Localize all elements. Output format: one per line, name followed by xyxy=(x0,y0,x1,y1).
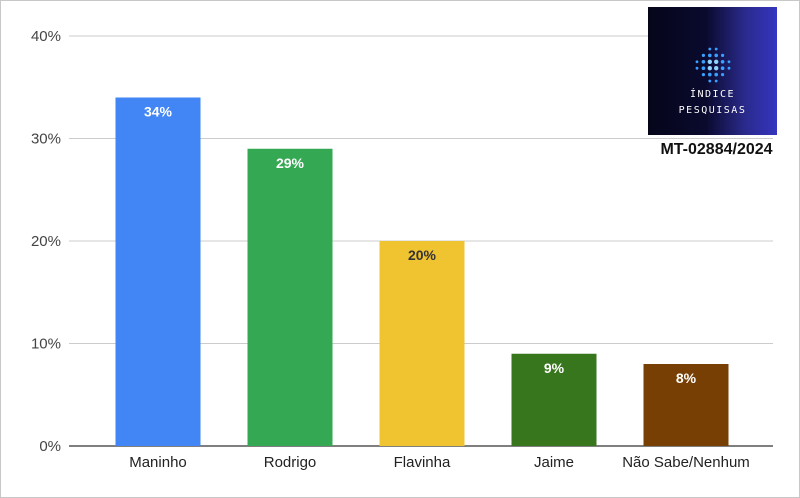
globe-dot xyxy=(721,53,725,57)
bar xyxy=(247,148,333,446)
globe-dot xyxy=(727,66,731,70)
y-tick-label: 0% xyxy=(39,438,61,455)
bar xyxy=(115,97,201,446)
globe-dot xyxy=(720,59,725,64)
y-tick-label: 40% xyxy=(31,28,61,45)
data-label: 8% xyxy=(676,370,697,386)
globe-dot xyxy=(707,66,712,71)
bar xyxy=(511,353,597,446)
globe-dot xyxy=(714,72,719,77)
x-tick-label: Flavinha xyxy=(394,454,451,471)
indice-pesquisas-logo: ÍNDICE PESQUISAS xyxy=(648,7,777,135)
data-label: 9% xyxy=(544,360,565,376)
globe-dot xyxy=(701,59,706,64)
globe-dot xyxy=(707,53,712,58)
globe-dot xyxy=(714,47,718,51)
globe-dot xyxy=(714,59,719,64)
data-label: 29% xyxy=(276,155,305,171)
globe-dot xyxy=(720,66,725,71)
y-tick-label: 30% xyxy=(31,131,61,148)
globe-dot xyxy=(701,73,705,77)
x-tick-label: Jaime xyxy=(534,454,574,471)
globe-dot xyxy=(714,53,719,58)
globe-dot xyxy=(727,60,731,64)
globe-dots-icon xyxy=(695,47,731,83)
x-tick-label: Rodrigo xyxy=(264,454,317,471)
bar xyxy=(643,364,729,446)
globe-dot xyxy=(708,79,712,83)
globe-dot xyxy=(707,72,712,77)
x-tick-label: Maninho xyxy=(129,454,187,471)
bar xyxy=(379,241,465,446)
globe-dot xyxy=(707,59,712,64)
globe-dot xyxy=(714,79,718,83)
globe-dot xyxy=(714,66,719,71)
report-code: MT-02884/2024 xyxy=(660,141,773,158)
y-tick-label: 20% xyxy=(31,233,61,250)
globe-dot xyxy=(701,66,706,71)
data-label: 20% xyxy=(408,247,437,263)
globe-dot xyxy=(695,60,699,64)
globe-dot xyxy=(721,73,725,77)
x-tick-label: Não Sabe/Nenhum xyxy=(622,454,750,471)
logo-line-2: PESQUISAS xyxy=(678,105,747,116)
y-tick-label: 10% xyxy=(31,336,61,353)
data-label: 34% xyxy=(144,104,173,120)
globe-dot xyxy=(701,53,705,57)
logo-line-1: ÍNDICE xyxy=(689,89,736,100)
globe-dot xyxy=(695,66,699,70)
globe-dot xyxy=(708,47,712,51)
